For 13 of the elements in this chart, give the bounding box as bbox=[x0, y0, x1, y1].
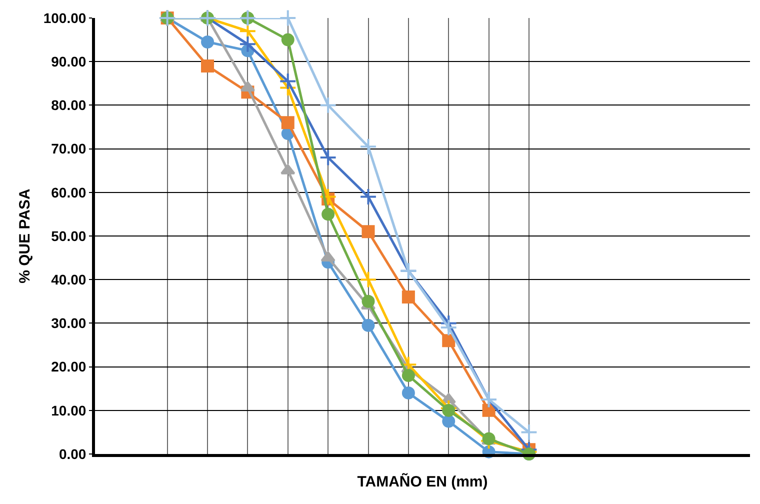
y-axis-title: % QUE PASA bbox=[16, 188, 34, 284]
y-tick-label: 0.00 bbox=[58, 446, 86, 462]
y-tick-label: 40.00 bbox=[51, 272, 86, 288]
y-tick-label: 70.00 bbox=[51, 140, 86, 157]
y-tick-label: 60.00 bbox=[51, 184, 86, 200]
x-axis-title: TAMAÑO EN (mm) bbox=[357, 472, 488, 490]
y-tick-label: 50.00 bbox=[51, 228, 86, 244]
y-tick-label: 20.00 bbox=[51, 358, 86, 375]
y-tick-label: 90.00 bbox=[51, 54, 86, 70]
y-tick-label: 80.00 bbox=[51, 97, 86, 114]
y-tick-label: 30.00 bbox=[51, 315, 86, 332]
y-tick-label: 100.00 bbox=[43, 10, 86, 26]
y-tick-label: 10.00 bbox=[51, 402, 86, 418]
